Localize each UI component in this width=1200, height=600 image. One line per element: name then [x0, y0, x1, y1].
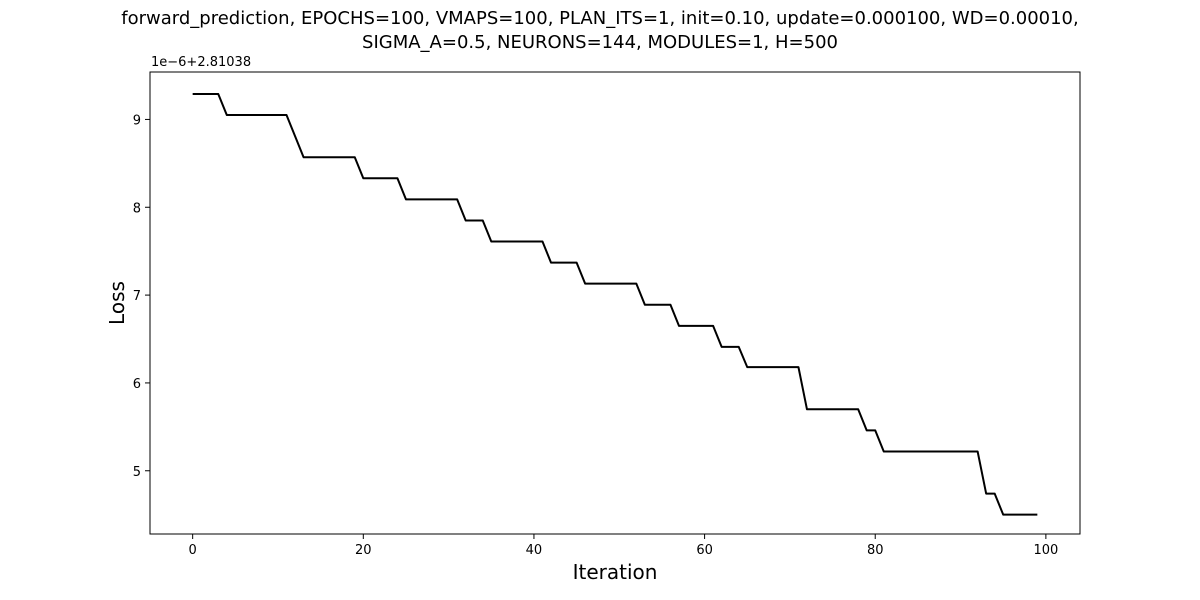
x-tick-label: 100 [1033, 543, 1058, 558]
x-tick-label: 20 [355, 543, 372, 558]
y-tick-label: 6 [133, 377, 141, 392]
x-tick-label: 80 [867, 543, 884, 558]
y-tick-label: 5 [133, 465, 141, 480]
chart-title-line-1: forward_prediction, EPOCHS=100, VMAPS=10… [121, 8, 1079, 29]
chart-title-line-2: SIGMA_A=0.5, NEURONS=144, MODULES=1, H=5… [362, 32, 838, 53]
y-tick-label: 9 [133, 113, 141, 128]
x-tick-label: 0 [189, 543, 197, 558]
plot-area-frame [149, 71, 1081, 535]
x-axis-label: Iteration [573, 560, 658, 584]
x-tick-label: 60 [696, 543, 713, 558]
axis-ticks: 0 20 40 60 80 100 5 6 7 8 9 [133, 113, 1059, 558]
y-tick-label: 8 [133, 201, 141, 216]
y-axis-offset-label: 1e−6+2.81038 [151, 55, 252, 70]
y-axis-label: Loss [105, 281, 129, 325]
series-line [192, 92, 1038, 516]
x-tick-label: 40 [526, 543, 543, 558]
y-tick-label: 7 [133, 289, 141, 304]
